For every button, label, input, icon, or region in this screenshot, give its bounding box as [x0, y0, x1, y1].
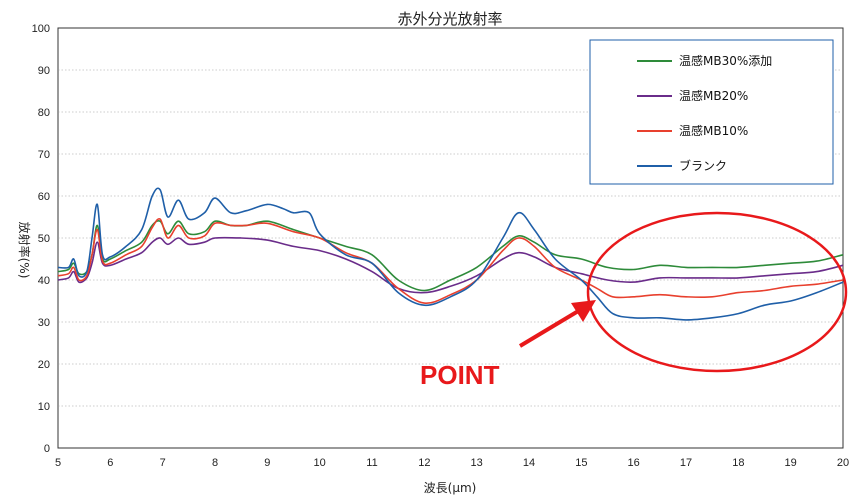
y-tick-label: 40	[38, 275, 50, 287]
x-tick-label: 19	[785, 457, 797, 469]
x-tick-label: 14	[523, 457, 535, 469]
y-tick-label: 0	[44, 443, 50, 455]
y-tick-label: 20	[38, 359, 50, 371]
x-tick-label: 7	[160, 457, 166, 469]
series-lines	[57, 187, 844, 321]
annotation-arrow-head	[571, 300, 596, 322]
x-tick-label: 18	[732, 457, 744, 469]
y-tick-label: 60	[38, 191, 50, 203]
y-tick-label: 30	[38, 317, 50, 329]
legend-label-0: 温感MB30%添加	[679, 53, 772, 68]
x-tick-label: 10	[314, 457, 326, 469]
x-tick-label: 6	[107, 457, 113, 469]
y-axis-ticks: 0 10 20 30 40 50 60 70 80 90 100	[32, 23, 50, 455]
series-line-0	[57, 219, 844, 292]
x-tick-label: 13	[471, 457, 483, 469]
legend-box	[589, 39, 834, 185]
chart-title: 赤外分光放射率	[397, 10, 502, 28]
x-tick-label: 16	[628, 457, 640, 469]
x-tick-label: 17	[680, 457, 692, 469]
y-axis-label: 放射率(%)	[17, 222, 32, 279]
series-line-3	[57, 187, 844, 321]
x-axis-label: 波長(μm)	[424, 481, 477, 495]
legend-label-1: 温感MB20%	[679, 88, 748, 103]
x-tick-label: 8	[212, 457, 218, 469]
y-tick-label: 100	[32, 23, 50, 35]
x-tick-label: 20	[837, 457, 849, 469]
y-tick-label: 90	[38, 65, 50, 77]
series-line-2	[57, 217, 844, 305]
series-line-1	[57, 236, 844, 294]
y-tick-label: 80	[38, 107, 50, 119]
x-axis-ticks: 5 6 7 8 9 10 11 12 13 14 15 16 17 18 19 20	[55, 457, 849, 469]
highlight-ellipse	[586, 211, 848, 373]
legend-label-2: 温感MB10%	[679, 123, 748, 138]
legend-label-3: ブランク	[679, 158, 727, 173]
annotation-point-label: POINT	[420, 360, 500, 390]
x-tick-label: 5	[55, 457, 61, 469]
y-tick-label: 70	[38, 149, 50, 161]
x-tick-label: 12	[418, 457, 430, 469]
annotation-arrow-line	[518, 305, 587, 348]
x-tick-label: 11	[366, 457, 377, 469]
x-tick-label: 15	[575, 457, 587, 469]
x-tick-label: 9	[264, 457, 270, 469]
y-tick-label: 50	[38, 233, 50, 245]
y-tick-label: 10	[38, 401, 50, 413]
